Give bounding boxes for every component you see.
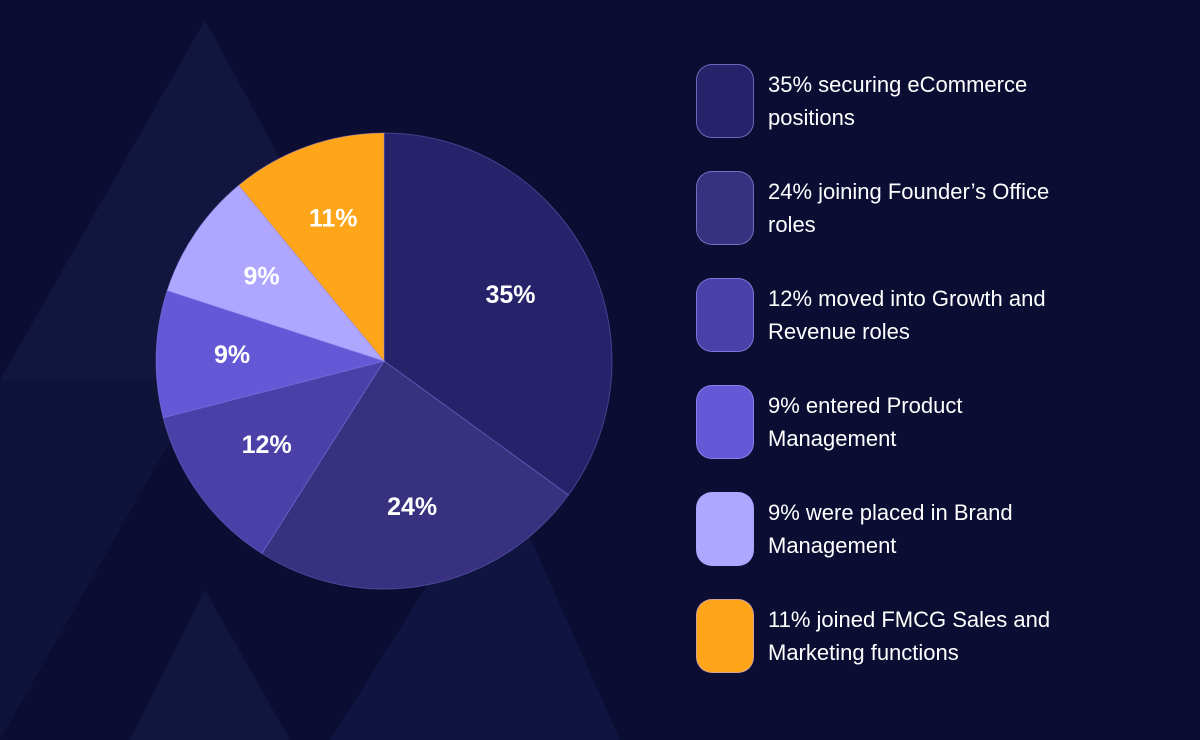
background-triangle-bottom	[130, 590, 290, 740]
pie-chart-container: 35% 24% 12% 9% 9% 11%	[155, 132, 613, 590]
pie-slice-6	[237, 132, 385, 363]
pie-slice-label-5: 9%	[244, 262, 280, 290]
pie-slice-4	[155, 289, 386, 419]
background-triangle-lower-left	[0, 380, 205, 740]
pie-slice-label-6: 11%	[309, 204, 358, 232]
legend-label: 9% entered Product Management	[768, 393, 963, 451]
pie-slice-5	[166, 184, 386, 363]
legend-item: 9% entered Product Management	[696, 385, 1068, 463]
pie-chart: 35% 24% 12% 9% 9% 11%	[155, 132, 613, 590]
legend-swatch	[696, 385, 754, 459]
pie-slice-label-2: 24%	[387, 493, 437, 521]
pie-slice-label-4: 9%	[214, 341, 250, 369]
background-triangle-lower-right	[330, 470, 620, 740]
legend-item: 9% were placed in Brand Management	[696, 492, 1068, 570]
legend-label: 12% moved into Growth and Revenue roles	[768, 286, 1046, 344]
legend-label: 24% joining Founder’s Office roles	[768, 179, 1050, 237]
legend-swatch	[696, 64, 754, 138]
legend-swatch	[696, 171, 754, 245]
legend-label: 9% were placed in Brand Management	[768, 500, 1013, 558]
legend-label: 11% joined FMCG Sales and Marketing func…	[768, 607, 1051, 665]
pie-slice-label-1: 35%	[485, 281, 535, 309]
legend-item: 12% moved into Growth and Revenue roles	[696, 278, 1068, 356]
legend-item: 11% joined FMCG Sales and Marketing func…	[696, 599, 1068, 677]
legend-swatch	[696, 278, 754, 352]
legend-swatch	[696, 599, 754, 673]
pie-slice-label-3: 12%	[242, 431, 292, 459]
pie-slice-3	[162, 360, 386, 555]
pie-slice-2	[261, 360, 570, 590]
legend-label: 35% securing eCommerce positions	[768, 72, 1028, 130]
legend-item: 24% joining Founder’s Office roles	[696, 171, 1068, 249]
legend-swatch	[696, 492, 754, 566]
legend-item: 35% securing eCommerce positions	[696, 64, 1068, 142]
pie-slice-1	[383, 132, 613, 496]
